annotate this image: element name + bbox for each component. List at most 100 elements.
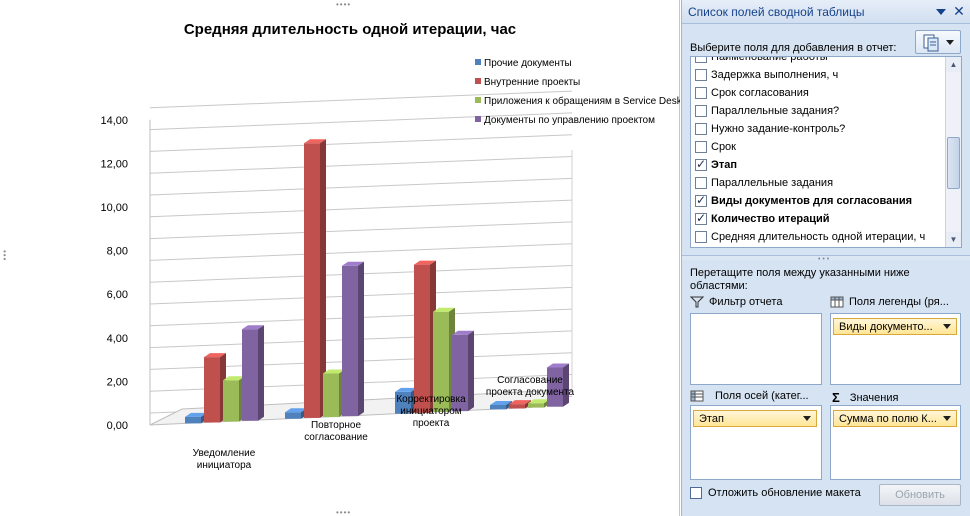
bar-front [285,412,301,419]
field-item-label: Срок согласования [711,87,809,99]
x-category-label: Уведомление инициатора [193,448,256,471]
bar [323,369,345,418]
chart-resize-handle-bottom[interactable]: •••• [336,508,352,516]
field-item[interactable]: Этап [695,156,945,174]
checkbox-icon[interactable] [695,231,707,243]
y-tick-label: 0,00 [107,420,128,432]
bar-front [490,405,506,410]
field-item[interactable]: Срок согласования [695,84,945,102]
scroll-thumb[interactable] [947,137,960,189]
checkbox-icon[interactable] [695,57,707,63]
checkbox-icon[interactable] [695,105,707,117]
filter-area-title: Фильтр отчета [709,296,783,308]
values-field-chip[interactable]: Сумма по полю К... [833,410,957,427]
field-item[interactable]: Средняя длительность одной итерации, ч [695,228,945,246]
checkbox-icon[interactable] [695,69,707,81]
checkbox-icon[interactable] [695,87,707,99]
bar-top [528,399,550,404]
field-layout-button[interactable] [915,30,961,54]
field-item-label: Этап [711,159,737,171]
bar-top [342,261,364,266]
field-list[interactable]: Наименование работы Задержка выполнения, … [690,56,962,248]
checkbox-checked-icon[interactable] [695,193,707,207]
field-item[interactable]: Количество итераций [695,210,945,228]
checkbox-icon[interactable] [695,177,707,189]
field-item[interactable]: Наименование работы [695,56,945,66]
field-item-label: Количество итераций [711,213,830,225]
field-item[interactable]: Нужно задание-контроль? [695,120,945,138]
sigma-icon: Σ [832,390,840,405]
bar-top [509,400,531,405]
x-category-label-line: Повторное [311,420,362,431]
legend-label: Внутренние проекты [484,77,580,88]
y-tick-label: 10,00 [100,202,128,214]
scroll-down-icon[interactable]: ▼ [946,232,961,247]
checkbox-icon[interactable] [695,123,707,135]
gridline [149,177,573,196]
bar-top [185,412,207,417]
update-button[interactable]: Обновить [879,484,961,506]
y-tick-label: 12,00 [100,158,128,170]
defer-update-check-icon[interactable] [690,487,702,499]
field-item[interactable]: Виды документов для согласования [695,192,945,210]
bar-top [223,376,245,381]
bar-side [468,330,474,412]
chip-dropdown-icon[interactable] [803,416,811,421]
field-item-label: Задержка выполнения, ч [711,69,839,81]
report-filter-box[interactable] [690,313,822,385]
x-category-label-line: инициатора [197,460,252,471]
y-axis-tick-labels: 0,00 2,00 4,00 6,00 8,00 10,00 12,00 14,00 [100,115,128,432]
legend-swatch [475,78,481,84]
close-icon[interactable]: ✕ [953,3,965,19]
values-chip-label: Сумма по полю К... [839,412,937,425]
bar-front [323,373,339,418]
chart-resize-handle-left[interactable]: ••• [0,250,9,262]
axis-field-chip[interactable]: Этап [693,410,817,427]
legend-label: Документы по управлению проектом [484,115,655,126]
chart-resize-handle-top[interactable]: •••• [336,0,352,9]
pane-splitter[interactable]: • • • [682,255,970,263]
x-category-label: Корректировка инициатором проекта [396,394,466,429]
field-item-label: Наименование работы [711,56,828,63]
axis-fields-box[interactable]: Этап [690,405,822,480]
field-list-prompt: Выберите поля для добавления в отчет: [690,42,897,54]
field-item[interactable]: Задержка выполнения, ч [695,66,945,84]
legend-field-chip[interactable]: Виды документо... [833,318,957,335]
field-item[interactable]: Параллельные задания? [695,102,945,120]
chevron-down-icon[interactable] [934,6,948,18]
gridline [149,243,573,261]
values-box[interactable]: Сумма по полю К... [830,405,961,480]
checkbox-checked-icon[interactable] [695,157,707,171]
y-tick-label: 2,00 [107,376,128,388]
checkbox-checked-icon[interactable] [695,211,707,225]
legend-swatch [475,116,481,122]
bar-front [528,403,544,408]
field-item-label: Виды документов для согласования [711,195,913,207]
field-item-label: Параллельные задания? [711,105,840,117]
bar-front [509,404,525,409]
field-item[interactable]: Параллельные задания [695,174,945,192]
x-category-label-line: проекта документа [486,387,575,398]
chip-dropdown-icon[interactable] [943,324,951,329]
y-tick-label: 8,00 [107,246,128,258]
field-list-scrollbar[interactable]: ▲ ▼ [945,57,961,247]
legend-label: Приложения к обращениям в Service Desk [484,95,680,107]
chart-area[interactable]: Средняя длительность одной итерации, час… [0,0,680,516]
scroll-up-icon[interactable]: ▲ [946,57,961,72]
x-category-label-line: Корректировка [396,394,466,405]
y-tick-label: 14,00 [100,115,128,127]
legend-fields-box[interactable]: Виды документо... [830,313,961,385]
checkbox-icon[interactable] [695,141,707,153]
gridline [149,156,573,174]
bar-front [342,265,358,417]
field-item[interactable]: Срок [695,138,945,156]
bar-top [242,325,264,330]
defer-update-checkbox[interactable]: Отложить обновление макета [690,487,861,499]
chart-legend[interactable]: Прочие документы Внутренние проекты Прилож… [475,58,680,126]
axis-chip-label: Этап [699,412,724,425]
legend-area-label: Поля легенды (ря... [830,296,949,308]
y-tick-label: 4,00 [107,333,128,345]
bar-front [304,143,320,418]
chip-dropdown-icon[interactable] [943,416,951,421]
bar-front [204,357,220,423]
